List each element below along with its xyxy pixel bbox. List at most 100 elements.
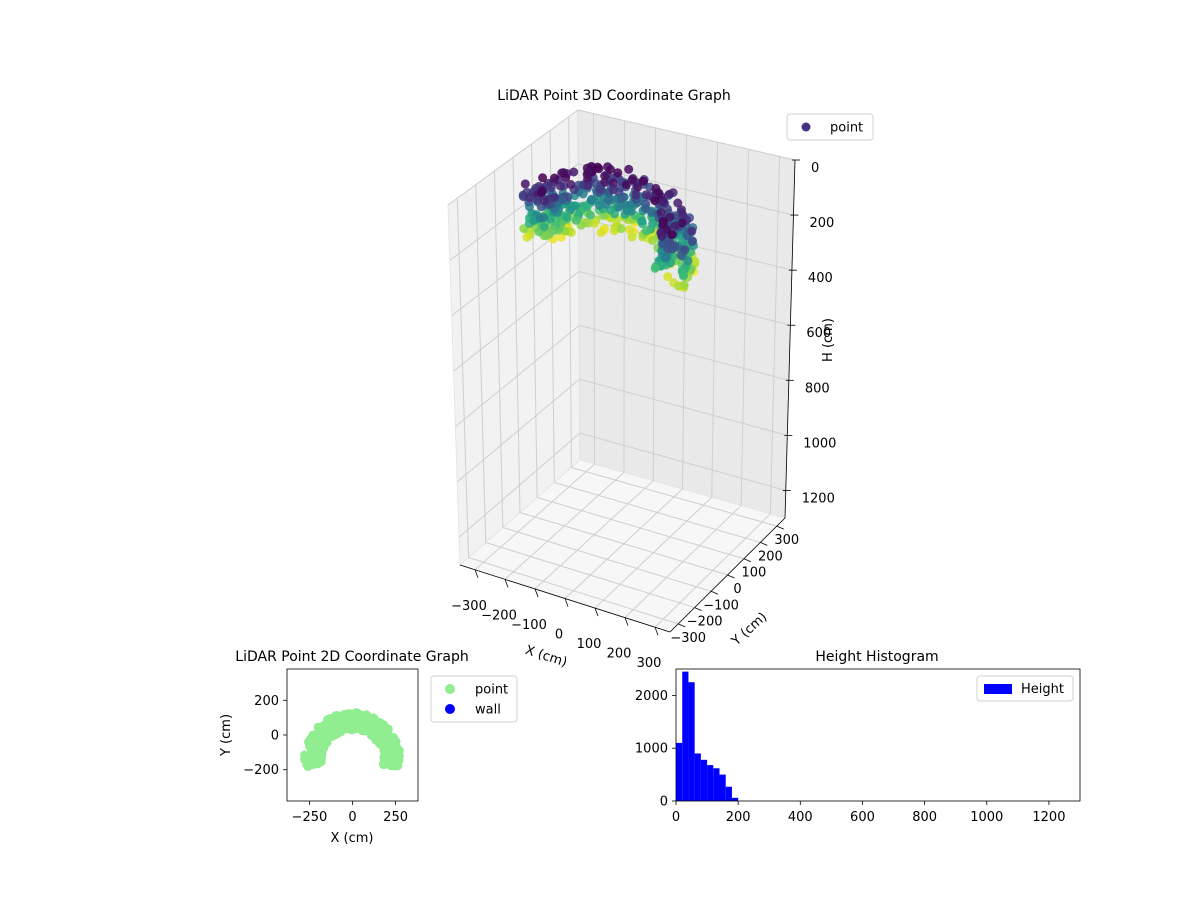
3d-x-tick-label: 300 bbox=[637, 656, 662, 671]
2d-legend-label-wall: wall bbox=[475, 703, 501, 718]
histogram-y-tick-label: 0 bbox=[660, 795, 668, 810]
3d-point bbox=[614, 202, 624, 212]
3d-point bbox=[621, 180, 631, 190]
grid-x-back bbox=[623, 120, 625, 473]
3d-y-tick-label: 0 bbox=[733, 582, 741, 597]
grid-x-back bbox=[682, 134, 687, 490]
3d-point bbox=[566, 205, 576, 215]
3d-point bbox=[660, 253, 670, 262]
3d-point bbox=[539, 222, 549, 232]
3d-point bbox=[679, 270, 688, 280]
grid-y-floor bbox=[571, 467, 777, 527]
histogram-x-tick-label: 800 bbox=[912, 810, 937, 825]
3d-point bbox=[638, 176, 648, 186]
2d-point bbox=[311, 755, 321, 765]
2d-point bbox=[317, 747, 327, 757]
3d-x-tick bbox=[564, 598, 569, 607]
histogram-bar bbox=[676, 742, 683, 801]
3d-x-tick-label: −300 bbox=[451, 599, 487, 614]
3d-point bbox=[641, 226, 651, 236]
3d-point bbox=[571, 215, 581, 225]
3d-point bbox=[650, 263, 660, 273]
2d-point bbox=[389, 733, 399, 742]
grid-x-back bbox=[769, 156, 780, 514]
3d-point bbox=[569, 167, 579, 177]
3d-point bbox=[555, 181, 565, 191]
3d-z-tick-label: 0 bbox=[811, 161, 819, 176]
3d-point bbox=[522, 232, 532, 242]
3d-point bbox=[585, 210, 595, 220]
histogram-x-tick-label: 400 bbox=[788, 810, 813, 825]
histogram-bar bbox=[713, 768, 720, 801]
3d-point bbox=[663, 272, 673, 282]
3d-tick-labels: −300−200−1000100200300−300−200−100010020… bbox=[451, 159, 836, 671]
3d-point bbox=[600, 177, 610, 187]
3d-point bbox=[583, 174, 593, 184]
3d-point bbox=[650, 196, 660, 206]
grid-z-back bbox=[579, 324, 789, 381]
3d-chart-title: LiDAR Point 3D Coordinate Graph bbox=[497, 88, 730, 104]
2d-point bbox=[381, 733, 391, 743]
3d-point bbox=[624, 225, 634, 235]
grid-z-left bbox=[447, 109, 579, 206]
grid-z-left bbox=[456, 378, 580, 483]
grid-z-left bbox=[458, 432, 581, 538]
histogram-bar bbox=[731, 797, 739, 801]
2d-y-tick-label: 0 bbox=[271, 729, 279, 744]
3d-legend-box bbox=[786, 113, 874, 141]
3d-point bbox=[670, 221, 680, 231]
grid-y-left bbox=[493, 171, 504, 528]
2d-y-tick-label: −200 bbox=[243, 763, 279, 778]
3d-point bbox=[606, 165, 615, 174]
histogram-axes-frame bbox=[675, 668, 1081, 802]
3d-point bbox=[613, 168, 623, 178]
grid-y-floor bbox=[468, 557, 679, 625]
2d-point bbox=[379, 743, 389, 753]
3d-point bbox=[538, 173, 548, 183]
3d-point bbox=[541, 231, 551, 241]
3d-x-axis-label: X (cm) bbox=[523, 643, 569, 671]
3d-y-tick bbox=[678, 623, 686, 628]
3d-point bbox=[658, 197, 668, 207]
3d-point bbox=[594, 200, 604, 210]
3d-point bbox=[539, 213, 549, 223]
3d-x-tick bbox=[624, 617, 629, 626]
3d-z-tick-label: 800 bbox=[805, 381, 830, 396]
grid-y-left bbox=[512, 157, 521, 513]
2d-y-axis-label: Y (cm) bbox=[219, 714, 234, 757]
3d-point bbox=[624, 164, 634, 174]
grid-z-left bbox=[453, 271, 580, 372]
3d-point bbox=[536, 188, 546, 198]
2d-x-axis-label: X (cm) bbox=[331, 831, 374, 846]
2d-point bbox=[302, 760, 312, 770]
histogram-panel: Height Histogram 0 200 400 600 800 1000 1200 0 1… bbox=[635, 649, 1081, 825]
3d-y-tick bbox=[694, 607, 702, 611]
3d-x-tick bbox=[654, 627, 659, 636]
histogram-legend: Height bbox=[976, 675, 1074, 702]
3d-scatter-panel: LiDAR Point 3D Coordinate Graph −300−200… bbox=[447, 88, 874, 671]
3d-z-axis-label: H (cm) bbox=[821, 318, 836, 362]
histogram-legend-label: Height bbox=[1021, 682, 1064, 697]
histogram-title: Height Histogram bbox=[815, 649, 938, 665]
3d-z-tick-label: 200 bbox=[809, 216, 834, 231]
2d-tick-labels: −250 0 250 −200 0 200 bbox=[243, 694, 408, 825]
3d-y-tick-label: −200 bbox=[687, 615, 723, 630]
3d-point bbox=[540, 196, 550, 206]
3d-y-tick bbox=[710, 590, 719, 595]
3d-y-tick bbox=[743, 558, 752, 563]
3d-x-tick-label: −100 bbox=[511, 618, 547, 633]
grid-y-left bbox=[456, 198, 470, 558]
3d-point bbox=[596, 227, 606, 237]
histogram-y-tick-label: 1000 bbox=[635, 742, 668, 757]
2d-point bbox=[352, 710, 362, 720]
3d-y-axis-label: Y (cm) bbox=[728, 610, 770, 650]
3d-point bbox=[665, 189, 674, 199]
histogram-bar bbox=[688, 682, 695, 801]
3d-x-tick-label: −200 bbox=[481, 608, 517, 623]
histogram-x-tick-label: 1000 bbox=[970, 810, 1003, 825]
3d-point bbox=[583, 181, 593, 191]
grid-y-left bbox=[475, 184, 487, 543]
2d-point bbox=[350, 724, 360, 734]
3d-point bbox=[608, 178, 618, 188]
3d-point bbox=[663, 244, 673, 254]
